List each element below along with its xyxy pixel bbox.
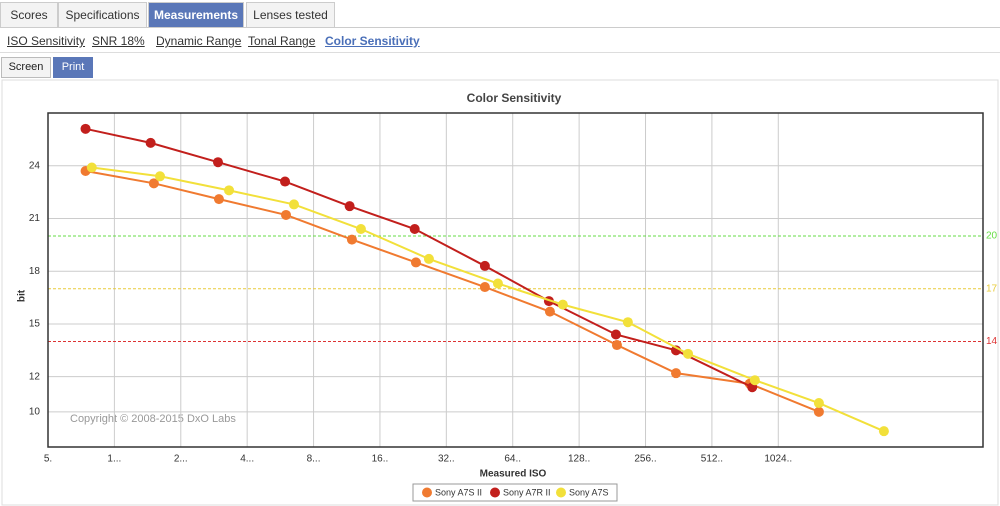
y-tick-label: 18: [29, 266, 41, 277]
x-tick-label: 512..: [701, 454, 723, 465]
legend-box: [412, 483, 618, 502]
data-point: [344, 201, 355, 212]
x-axis-label: Measured ISO: [480, 469, 547, 480]
tab[interactable]: Specifications: [58, 2, 147, 27]
legend-marker: [422, 487, 432, 498]
data-point: [80, 123, 91, 134]
data-point: [622, 317, 633, 328]
data-point: [544, 306, 555, 317]
reference-label: 20: [986, 231, 998, 242]
data-point: [281, 209, 292, 220]
data-point: [409, 224, 420, 235]
data-point: [492, 278, 503, 289]
data-point: [355, 224, 366, 235]
data-point: [611, 340, 622, 351]
reference-label: 17: [986, 283, 998, 294]
copyright: Copyright © 2008-2015 DxO Labs: [70, 413, 236, 425]
y-tick-label: 12: [29, 371, 41, 382]
data-point: [683, 348, 694, 359]
view-button[interactable]: Screen: [1, 57, 51, 78]
data-point: [479, 282, 490, 293]
series-line: [85, 170, 820, 413]
data-point: [423, 253, 434, 264]
subtab-link[interactable]: SNR 18%: [92, 34, 145, 48]
legend-marker: [556, 487, 566, 498]
y-tick-label: 21: [29, 213, 41, 224]
x-tick-label: 4...: [240, 454, 254, 465]
tab-bar: Scores Specifications Measurements Lense…: [0, 0, 1000, 28]
y-tick-label: 10: [29, 406, 41, 417]
plot-frame: [47, 112, 984, 448]
x-tick-label: 32..: [438, 454, 455, 465]
data-point: [610, 329, 621, 340]
legend-label: Sony A7S: [569, 487, 609, 497]
x-tick-label: 5.: [44, 454, 52, 465]
data-point: [671, 368, 682, 379]
subtab-link[interactable]: ISO Sensitivity: [7, 34, 86, 48]
x-tick-label: 16..: [372, 454, 389, 465]
subtab-link[interactable]: Tonal Range: [248, 34, 316, 48]
view-button[interactable]: Print: [53, 57, 93, 78]
data-point: [145, 137, 156, 148]
tab[interactable]: Scores: [0, 2, 58, 27]
data-point: [878, 426, 889, 437]
subtab-link[interactable]: Color Sensitivity: [325, 34, 420, 48]
data-point: [288, 199, 299, 210]
subtab-bar: ISO Sensitivity SNR 18% Dynamic Range To…: [0, 28, 1000, 53]
data-point: [749, 375, 760, 386]
x-tick-label: 1...: [107, 454, 121, 465]
y-axis-label: bit: [17, 289, 28, 302]
legend-label: Sony A7R II: [503, 487, 551, 497]
tab[interactable]: Measurements: [148, 2, 244, 27]
data-point: [86, 162, 97, 173]
data-point: [410, 257, 421, 268]
data-point: [148, 178, 159, 189]
x-tick-label: 256..: [634, 454, 656, 465]
data-point: [213, 157, 224, 168]
data-point: [155, 171, 166, 182]
x-tick-label: 128..: [568, 454, 590, 465]
x-tick-label: 2...: [174, 454, 188, 465]
data-point: [557, 299, 568, 310]
data-point: [346, 234, 357, 245]
data-point: [813, 406, 824, 417]
data-point: [280, 176, 291, 187]
x-tick-label: 8...: [307, 454, 321, 465]
series-line: [85, 127, 753, 389]
reference-label: 14: [986, 336, 998, 347]
x-tick-label: 64..: [504, 454, 521, 465]
legend-label: Sony A7S II: [435, 487, 482, 497]
data-point: [479, 260, 490, 271]
y-tick-label: 24: [29, 160, 41, 171]
series-line: [91, 166, 885, 433]
data-point: [813, 398, 824, 409]
x-tick-label: 1024..: [764, 454, 792, 465]
data-point: [224, 185, 235, 196]
y-tick-label: 15: [29, 319, 41, 330]
data-point: [213, 194, 224, 205]
legend-marker: [490, 487, 500, 498]
tab[interactable]: Lenses tested: [246, 2, 335, 27]
subtab-link[interactable]: Dynamic Range: [156, 34, 242, 48]
chart-title: Color Sensitivity: [467, 91, 562, 105]
chart-panel: [1, 79, 999, 506]
